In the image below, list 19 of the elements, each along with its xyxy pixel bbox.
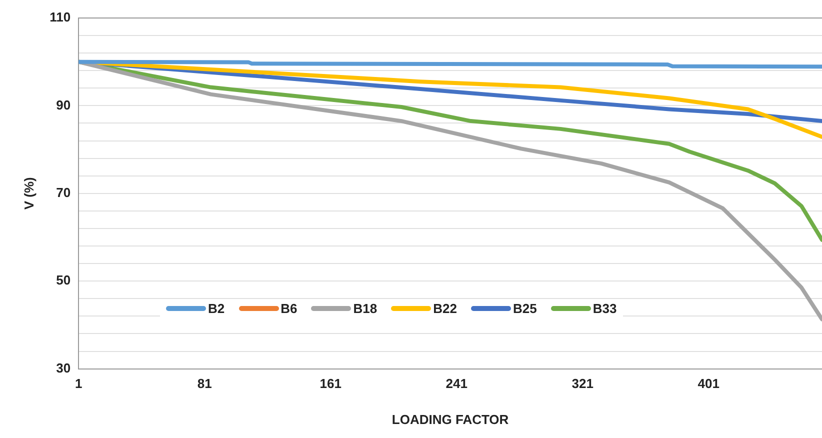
x-tick-label: 321 — [572, 376, 594, 392]
x-tick-label: 1 — [74, 376, 82, 392]
y-tick-label: 30 — [56, 360, 71, 376]
y-axis-title: V (%) — [21, 177, 36, 210]
x-tick-label: 81 — [197, 376, 212, 392]
x-tick-label: 241 — [446, 376, 468, 392]
legend-label: B25 — [512, 301, 537, 316]
y-tick-label: 90 — [56, 97, 71, 112]
legend-label: B22 — [433, 301, 457, 316]
legend-label: B2 — [208, 301, 225, 316]
y-tick-label: 70 — [56, 184, 71, 200]
legend-label: B33 — [592, 301, 617, 316]
legend-label: B18 — [353, 301, 378, 316]
x-axis-title: LOADING FACTOR — [392, 412, 510, 427]
x-tick-label: 161 — [320, 376, 342, 392]
legend-label: B6 — [280, 301, 298, 316]
y-tick-label: 50 — [56, 272, 71, 288]
x-tick-label: 401 — [698, 376, 720, 392]
y-tick-label: 110 — [50, 10, 71, 25]
